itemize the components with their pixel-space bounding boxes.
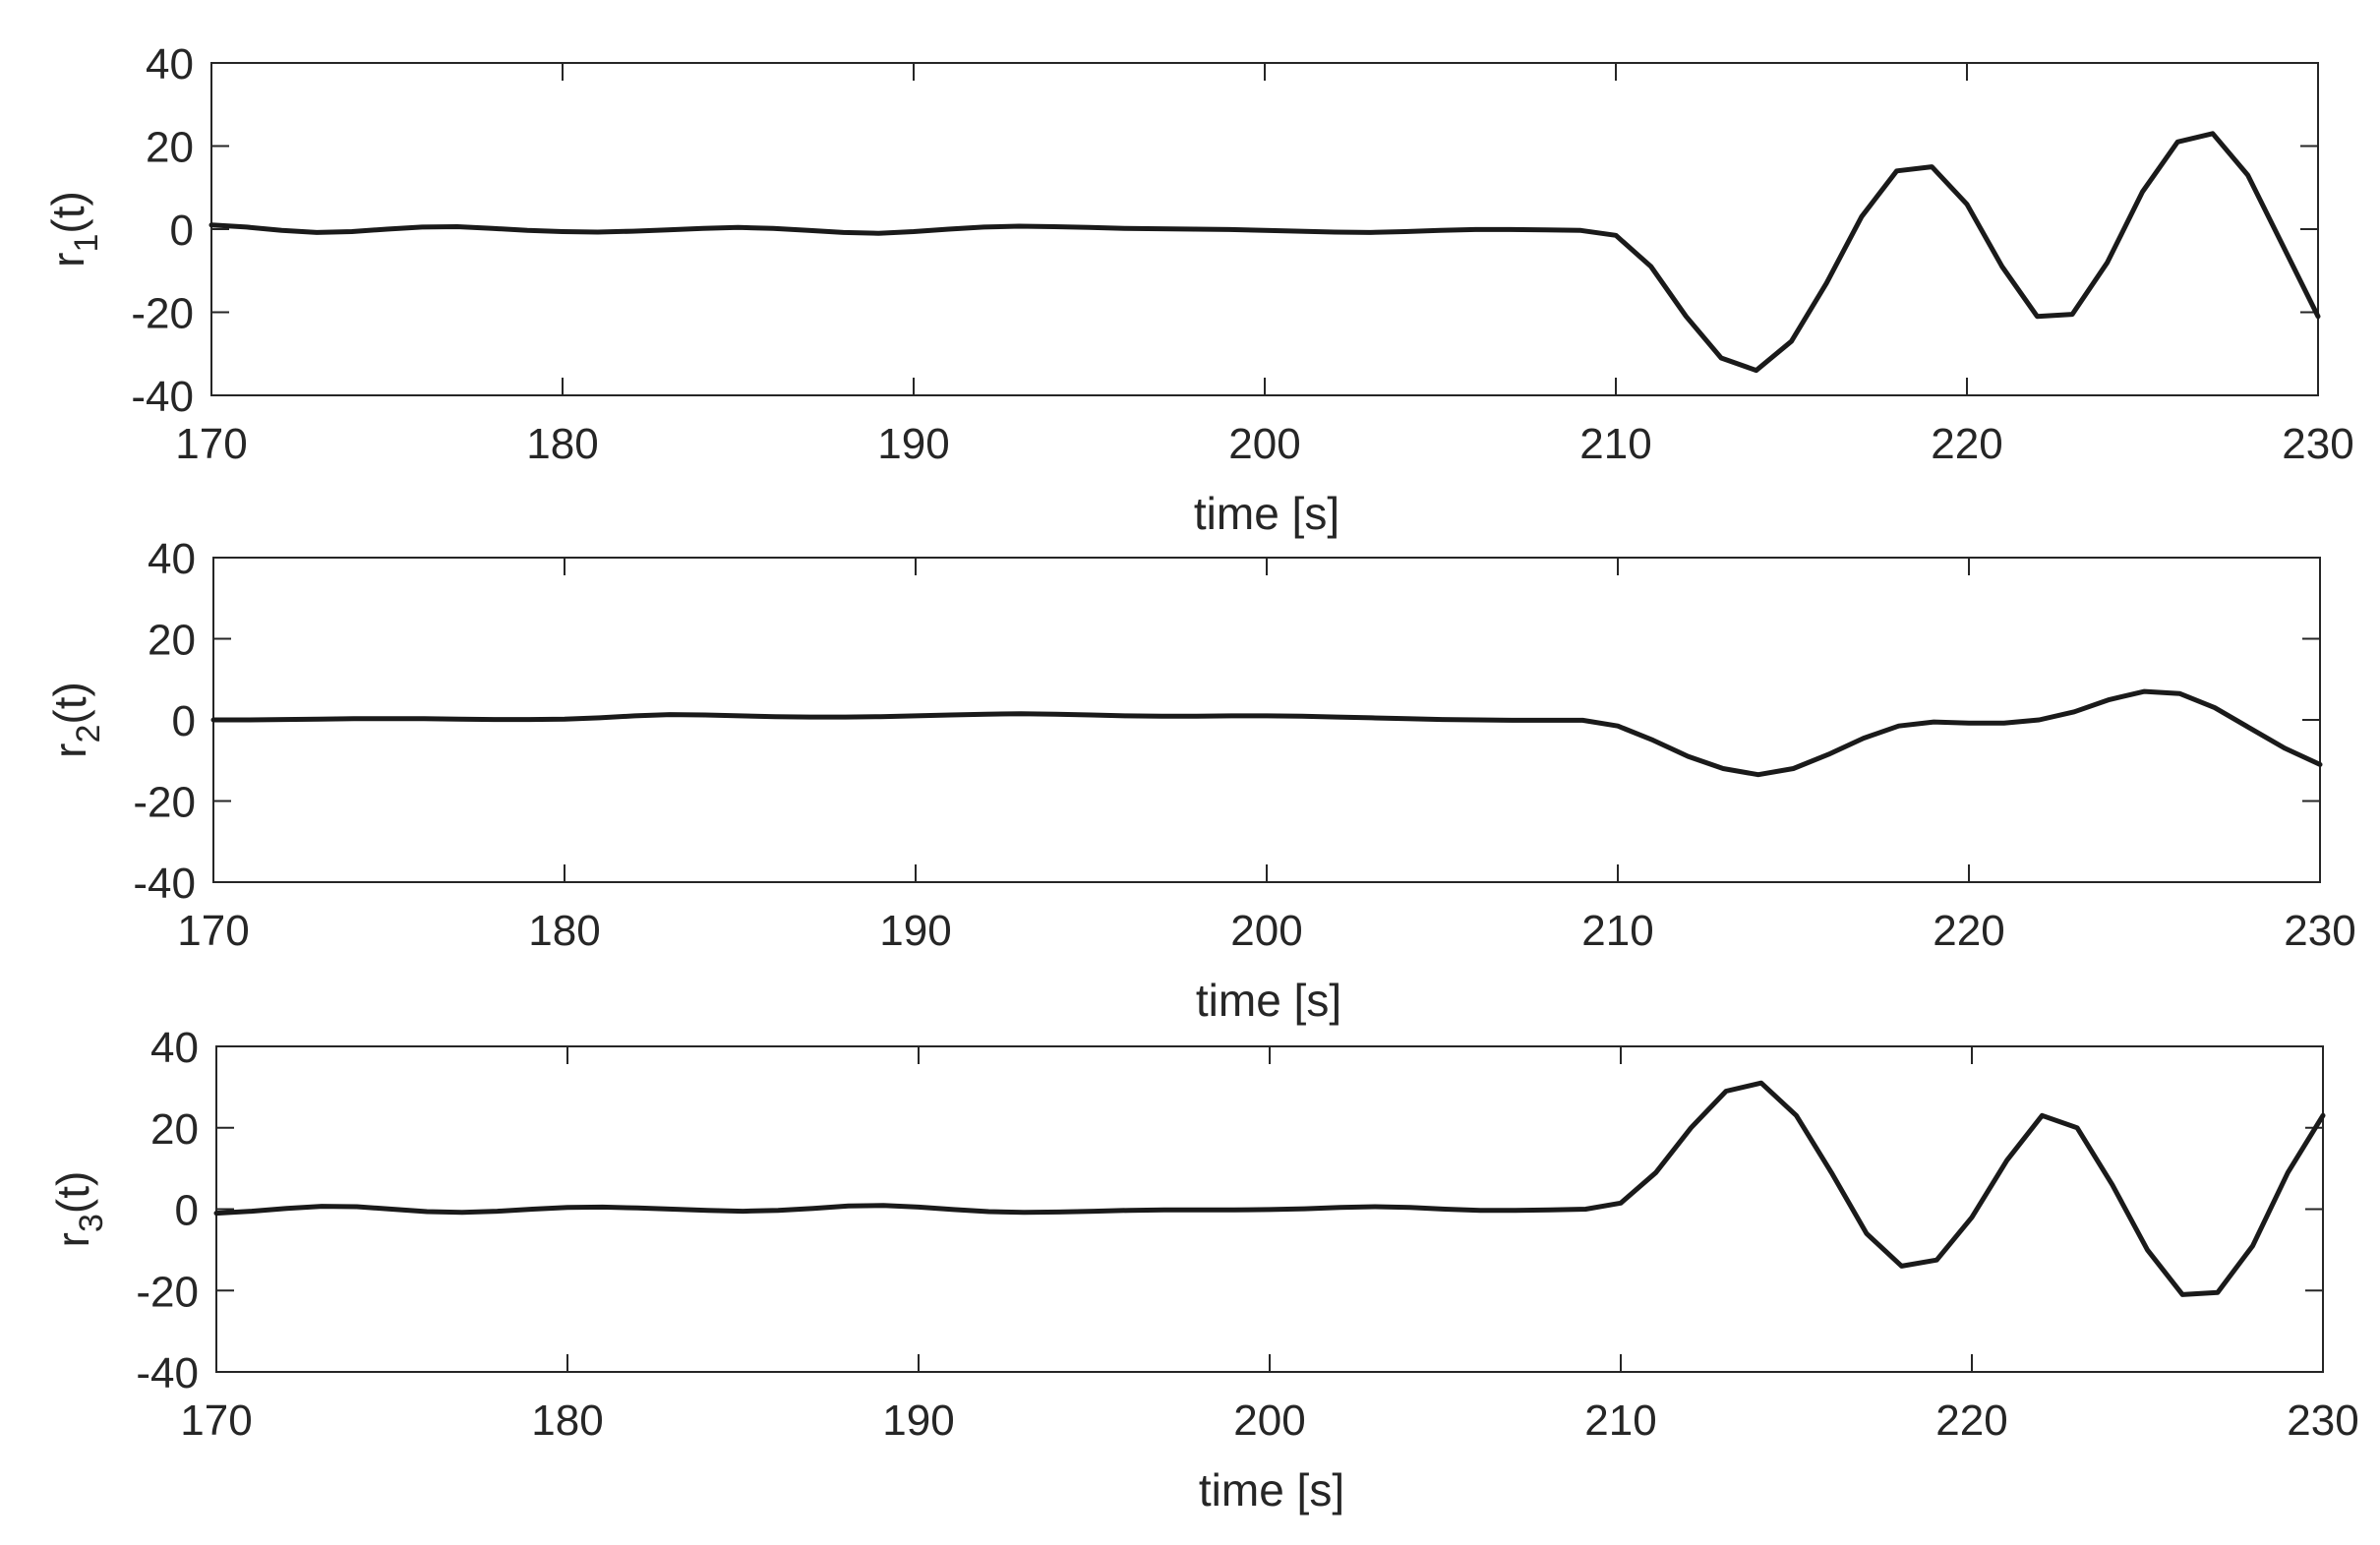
x-tick-label: 220 — [1935, 1396, 2007, 1445]
x-axis-title: time [s] — [1194, 488, 1339, 539]
x-tick-label: 210 — [1584, 1396, 1656, 1445]
y-tick-label: -20 — [133, 779, 196, 827]
y-axis-title: r3(t) — [47, 1171, 110, 1248]
series-line-r3 — [213, 1080, 2326, 1297]
series-line-r2 — [210, 688, 2323, 778]
y-tick-label: 20 — [146, 124, 194, 172]
y-tick-label: 40 — [150, 1024, 199, 1072]
x-tick-label: 200 — [1228, 420, 1300, 468]
series-line-r1 — [208, 131, 2321, 374]
y-axis-title-suffix: (t) — [44, 682, 95, 724]
x-tick-label: 210 — [1581, 907, 1653, 955]
y-axis-title-subscript: 1 — [68, 234, 105, 253]
x-tick-label: 190 — [877, 420, 949, 468]
x-tick-label: 180 — [526, 420, 598, 468]
y-tick-label: 20 — [148, 617, 196, 665]
y-axis-title-subscript: 2 — [70, 725, 107, 743]
x-tick-label: 230 — [2284, 907, 2355, 955]
x-tick-label: 170 — [177, 907, 249, 955]
y-tick-label: 20 — [150, 1105, 199, 1154]
y-axis-title-base: r — [47, 1232, 98, 1247]
y-axis-title-subscript: 3 — [73, 1214, 110, 1232]
x-tick-label: 170 — [175, 420, 247, 468]
x-tick-label: 220 — [1933, 907, 2004, 955]
x-axis-title: time [s] — [1196, 975, 1341, 1026]
x-tick-label: 180 — [531, 1396, 603, 1445]
y-axis-title: r1(t) — [42, 191, 105, 267]
y-axis-title-suffix: (t) — [47, 1171, 98, 1214]
y-axis-title-base: r — [42, 253, 93, 267]
y-tick-label: 0 — [172, 697, 196, 745]
y-tick-label: -20 — [136, 1268, 199, 1316]
y-tick-label: 0 — [175, 1187, 199, 1235]
y-tick-label: 0 — [170, 207, 194, 255]
y-tick-label: 40 — [146, 40, 194, 89]
y-tick-label: -20 — [131, 290, 194, 338]
y-tick-label: -40 — [136, 1349, 199, 1397]
x-tick-label: 210 — [1579, 420, 1651, 468]
x-tick-label: 230 — [2287, 1396, 2358, 1445]
y-axis-title-suffix: (t) — [42, 191, 93, 233]
x-tick-label: 170 — [180, 1396, 252, 1445]
x-tick-label: 180 — [528, 907, 600, 955]
y-tick-label: -40 — [131, 373, 194, 421]
y-axis-title-base: r — [44, 743, 95, 758]
x-tick-label: 190 — [879, 907, 951, 955]
x-tick-label: 200 — [1233, 1396, 1305, 1445]
x-tick-label: 220 — [1931, 420, 2002, 468]
x-tick-label: 230 — [2282, 420, 2353, 468]
y-tick-label: 40 — [148, 535, 196, 583]
y-tick-label: -40 — [133, 860, 196, 908]
y-axis-title: r2(t) — [44, 682, 107, 758]
x-tick-label: 190 — [882, 1396, 954, 1445]
x-tick-label: 200 — [1230, 907, 1302, 955]
x-axis-title: time [s] — [1199, 1464, 1344, 1515]
